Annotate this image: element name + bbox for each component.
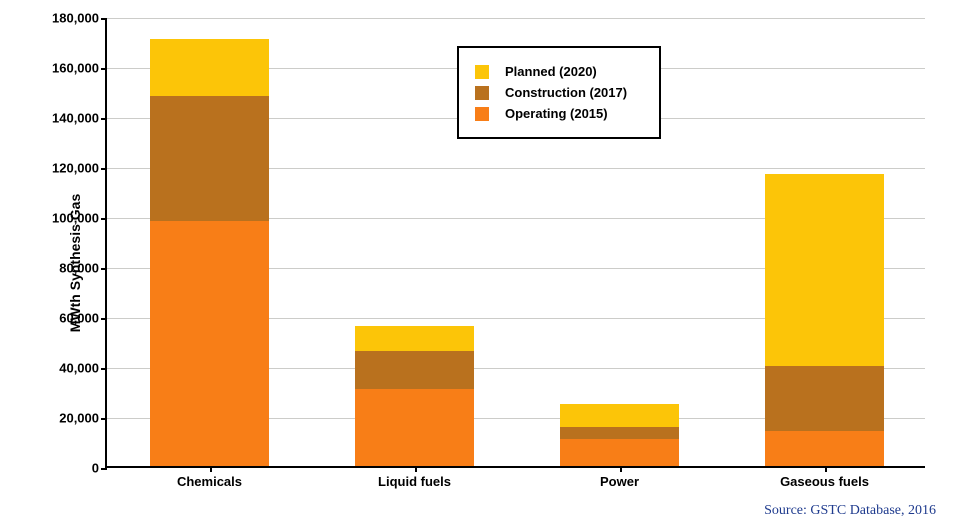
x-axis-label: Gaseous fuels: [780, 474, 869, 489]
y-tick-mark: [101, 118, 107, 120]
y-tick-mark: [101, 418, 107, 420]
legend-label-construction: Construction (2017): [505, 85, 627, 100]
bar-segment-operating: [355, 389, 474, 467]
legend-swatch-operating: [475, 107, 489, 121]
y-tick-label: 20,000: [59, 411, 99, 426]
gridline: [107, 18, 925, 19]
legend-swatch-construction: [475, 86, 489, 100]
bar-segment-construction: [765, 366, 884, 431]
legend-item-planned: Planned (2020): [475, 64, 627, 79]
legend-item-operating: Operating (2015): [475, 106, 627, 121]
x-axis-label: Liquid fuels: [378, 474, 451, 489]
x-tick-mark: [210, 466, 212, 472]
bar-segment-construction: [150, 96, 269, 221]
y-tick-label: 100,000: [52, 211, 99, 226]
y-tick-mark: [101, 168, 107, 170]
y-tick-label: 80,000: [59, 261, 99, 276]
source-citation: Source: GSTC Database, 2016: [764, 503, 936, 519]
y-tick-label: 40,000: [59, 361, 99, 376]
y-tick-mark: [101, 368, 107, 370]
y-tick-mark: [101, 268, 107, 270]
bar-segment-planned: [355, 326, 474, 351]
bar-segment-planned: [765, 174, 884, 367]
legend-item-construction: Construction (2017): [475, 85, 627, 100]
bar-segment-operating: [150, 221, 269, 466]
x-tick-mark: [620, 466, 622, 472]
y-tick-label: 60,000: [59, 311, 99, 326]
y-tick-mark: [101, 68, 107, 70]
bar-segment-construction: [355, 351, 474, 389]
bar-segment-construction: [560, 427, 679, 438]
plot-area: 020,00040,00060,00080,000100,000120,0001…: [105, 18, 925, 468]
y-tick-mark: [101, 318, 107, 320]
legend-label-planned: Planned (2020): [505, 64, 597, 79]
x-tick-mark: [825, 466, 827, 472]
x-tick-mark: [415, 466, 417, 472]
y-tick-mark: [101, 18, 107, 20]
legend-label-operating: Operating (2015): [505, 106, 608, 121]
y-tick-mark: [101, 218, 107, 220]
y-tick-mark: [101, 468, 107, 470]
y-tick-label: 120,000: [52, 161, 99, 176]
y-tick-label: 160,000: [52, 61, 99, 76]
x-axis-label: Power: [600, 474, 639, 489]
legend: Planned (2020) Construction (2017) Operati…: [457, 46, 661, 139]
legend-swatch-planned: [475, 65, 489, 79]
bar-segment-planned: [560, 404, 679, 428]
bar-segment-planned: [150, 39, 269, 97]
bar-segment-operating: [560, 439, 679, 467]
y-tick-label: 140,000: [52, 111, 99, 126]
y-tick-label: 180,000: [52, 11, 99, 26]
y-tick-label: 0: [92, 461, 99, 476]
chart-container: MWth Synthesis Gas 020,00040,00060,00080…: [0, 0, 960, 525]
x-axis-label: Chemicals: [177, 474, 242, 489]
bar-segment-operating: [765, 431, 884, 466]
